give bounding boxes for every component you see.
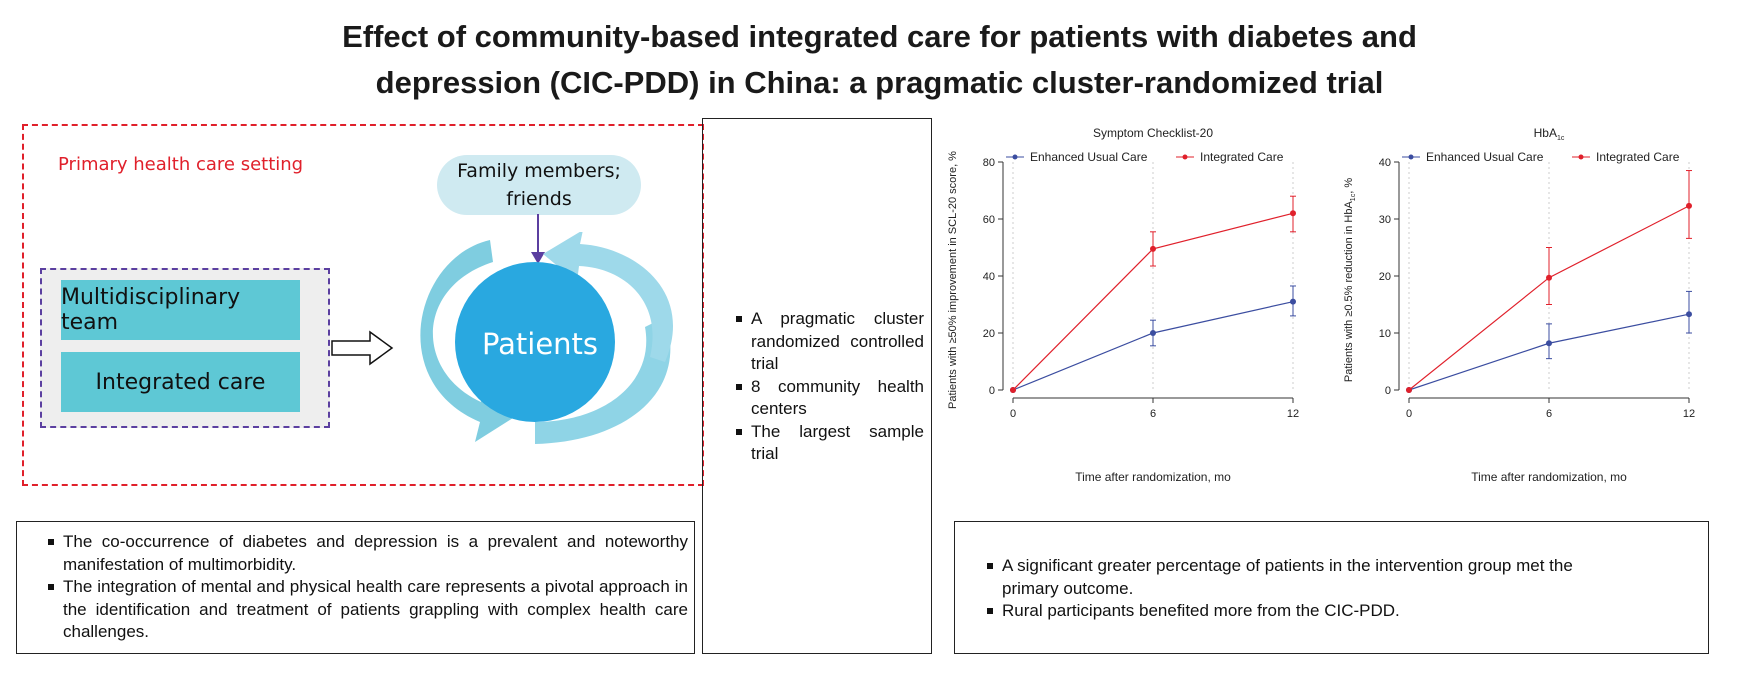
x-tick-label: 6 [1150, 408, 1156, 420]
background-box: The co-occurrence of diabetes and depres… [16, 521, 695, 654]
findings-list: A significant greater percentage of pati… [987, 555, 1587, 623]
data-point [1290, 298, 1296, 305]
scl20-chart: Symptom Checklist-20 Enhanced Usual Care… [947, 126, 1299, 484]
x-tick-label: 0 [1010, 408, 1016, 420]
y-tick-label: 0 [1385, 385, 1391, 397]
list-item: 8 community health centers [736, 376, 924, 421]
x-axis-label: Time after randomization, mo [1471, 470, 1627, 484]
list-item: The integration of mental and physical h… [48, 576, 688, 644]
legend-marker [1408, 154, 1414, 160]
chart-title: Symptom Checklist-20 [1093, 126, 1213, 140]
hba1c-chart: HbA1c Enhanced Usual Care Integrated Car… [1343, 126, 1695, 484]
title-line-1: Effect of community-based integrated car… [342, 19, 1417, 54]
y-tick-label: 0 [989, 385, 995, 397]
cycle-arrow-top [543, 232, 673, 362]
legend-marker [1012, 154, 1018, 160]
family-members-bubble: Family members; friends [437, 155, 641, 215]
title-line-2: depression (CIC-PDD) in China: a pragmat… [375, 65, 1384, 100]
family-line-2: friends [506, 188, 572, 210]
list-item: The largest sample trial [736, 421, 924, 466]
y-tick-label: 20 [1379, 271, 1391, 283]
y-axis-label: Patients with ≥50% improvement in SCL-20… [947, 151, 959, 409]
cycle-arrow-left [420, 240, 513, 442]
data-point [1686, 311, 1692, 318]
x-tick-label: 12 [1287, 408, 1299, 420]
down-arrow-icon [531, 214, 545, 264]
data-point [1150, 330, 1156, 336]
legend-label: Integrated Care [1200, 150, 1284, 164]
patients-circle [455, 262, 615, 422]
data-point [1010, 387, 1016, 393]
y-tick-label: 80 [983, 157, 995, 169]
plot-area: 0 10 20 30 40 0 6 12 [1379, 157, 1695, 420]
x-tick-label: 12 [1683, 408, 1695, 420]
data-point [1546, 340, 1552, 347]
y-tick-label: 30 [1379, 214, 1391, 226]
integrated-care-box: Integrated care [61, 352, 300, 412]
chart-legend: Enhanced Usual Care Integrated Care [1402, 150, 1680, 164]
y-tick-label: 40 [983, 271, 995, 283]
list-item: The co-occurrence of diabetes and depres… [48, 531, 688, 576]
multidisciplinary-team-box: Multidisciplinary team [61, 280, 300, 340]
y-tick-label: 40 [1379, 157, 1391, 169]
data-point [1150, 245, 1156, 252]
y-tick-label: 60 [983, 214, 995, 226]
chart-legend: Enhanced Usual Care Integrated Care [1006, 150, 1284, 164]
title-sub: 1c [1557, 135, 1565, 142]
data-point [1406, 387, 1412, 393]
y-tick-label: 10 [1379, 328, 1391, 340]
trial-design-box: A pragmatic cluster randomized controlle… [702, 118, 932, 654]
ylabel-pre: Patients with ≥0.5% reduction in HbA [1343, 201, 1355, 383]
legend-marker [1578, 154, 1584, 160]
family-line-1: Family members; [457, 160, 621, 182]
ylabel-post: , % [1343, 178, 1355, 194]
primary-care-setting-box [22, 124, 704, 486]
x-axis-label: Time after randomization, mo [1075, 470, 1231, 484]
chart-title: HbA1c [1534, 126, 1565, 142]
care-cycle-arrows [420, 232, 673, 444]
page-title: Effect of community-based integrated car… [0, 14, 1759, 106]
x-tick-label: 6 [1546, 408, 1552, 420]
trial-design-list: A pragmatic cluster randomized controlle… [736, 308, 924, 466]
setting-label: Primary health care setting [58, 154, 304, 175]
legend-label: Integrated Care [1596, 150, 1680, 164]
list-item: A pragmatic cluster randomized controlle… [736, 308, 924, 376]
cycle-arrow-bottom [535, 317, 671, 444]
patients-label: Patients [481, 327, 599, 361]
findings-box: A significant greater percentage of pati… [954, 521, 1709, 654]
ylabel-sub: 1c [1350, 193, 1357, 201]
background-list: The co-occurrence of diabetes and depres… [48, 531, 688, 644]
legend-label: Enhanced Usual Care [1030, 150, 1148, 164]
list-item: A significant greater percentage of pati… [987, 555, 1587, 600]
y-tick-label: 20 [983, 328, 995, 340]
legend-marker [1182, 154, 1188, 160]
data-point [1686, 202, 1692, 209]
x-tick-label: 0 [1406, 408, 1412, 420]
plot-area: 0 20 40 60 80 0 6 12 [983, 157, 1299, 420]
list-item: Rural participants benefited more from t… [987, 600, 1587, 623]
data-point [1546, 274, 1552, 281]
legend-label: Enhanced Usual Care [1426, 150, 1544, 164]
right-arrow-icon [331, 330, 394, 366]
title-main: HbA [1534, 126, 1557, 140]
y-axis-label: Patients with ≥0.5% reduction in HbA1c, … [1343, 178, 1357, 382]
data-point [1290, 210, 1296, 217]
